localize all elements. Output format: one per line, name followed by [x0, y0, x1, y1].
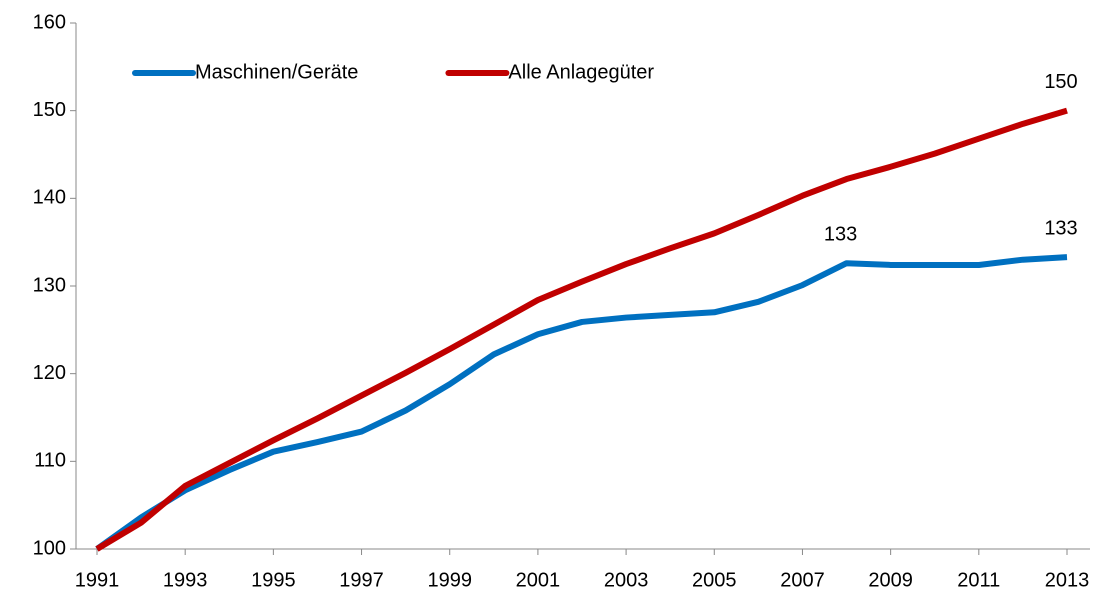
data-label: 133	[824, 223, 857, 245]
x-tick-label: 1993	[163, 569, 208, 591]
y-tick-label: 140	[33, 187, 66, 209]
y-tick-label: 160	[33, 11, 66, 33]
x-tick-label: 2013	[1045, 569, 1090, 591]
x-tick-label: 2001	[516, 569, 561, 591]
x-tick-label: 2007	[780, 569, 825, 591]
x-tick-label: 2005	[692, 569, 737, 591]
x-tick-label: 1997	[339, 569, 384, 591]
y-tick-label: 100	[33, 537, 66, 559]
x-tick-label: 1995	[251, 569, 296, 591]
y-tick-label: 120	[33, 362, 66, 384]
x-tick-label: 2009	[868, 569, 913, 591]
series-line	[95, 254, 1068, 552]
data-label: 133	[1044, 217, 1077, 239]
x-tick-label: 2003	[604, 569, 649, 591]
x-tick-label: 2011	[957, 569, 1000, 591]
y-tick-label: 110	[34, 450, 66, 472]
legend-label: Maschinen/Geräte	[195, 61, 358, 83]
x-tick-label: 1999	[427, 569, 472, 591]
legend-label: Alle Anlagegüter	[508, 61, 654, 83]
y-tick-label: 150	[33, 99, 66, 121]
y-tick-label: 130	[33, 274, 66, 296]
data-label: 150	[1044, 71, 1077, 93]
series-line	[95, 107, 1068, 552]
x-tick-label: 1991	[75, 569, 120, 591]
